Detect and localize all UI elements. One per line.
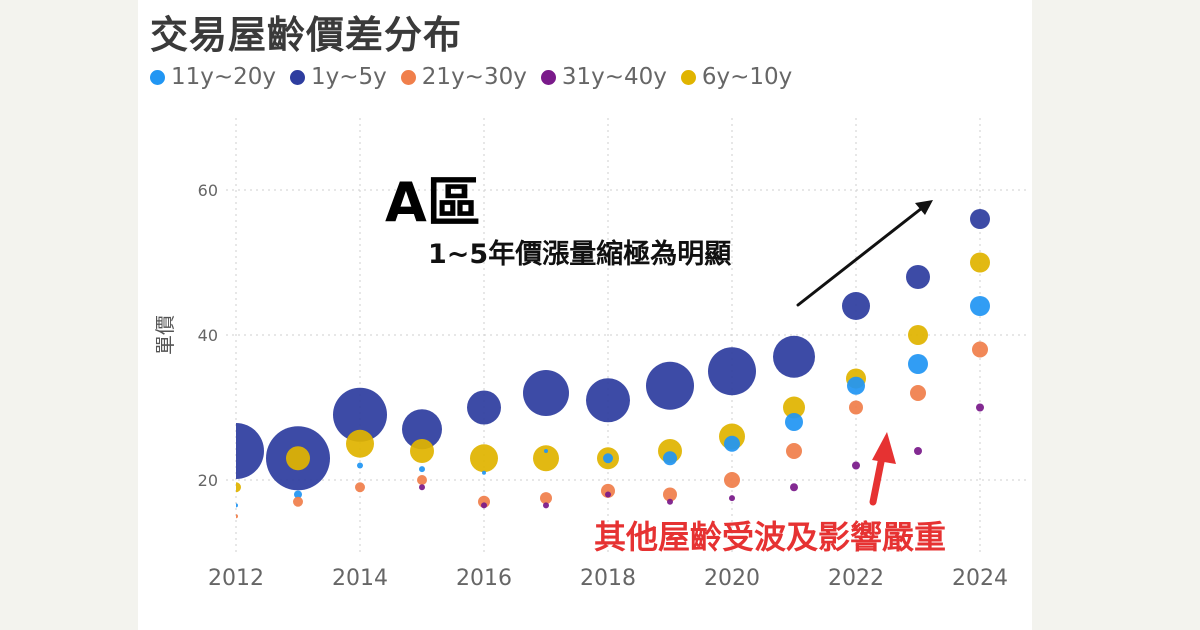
arrow-black-icon	[796, 206, 924, 307]
arrowhead-black-icon	[915, 200, 933, 215]
legend-item[interactable]: 1y~5y	[290, 64, 387, 90]
chart-panel	[138, 0, 1032, 630]
data-point	[294, 490, 302, 499]
data-point	[603, 453, 613, 464]
x-tick-label: 2012	[208, 566, 264, 591]
data-point	[236, 514, 238, 519]
data-point	[533, 445, 559, 472]
data-point	[773, 335, 815, 378]
data-point	[663, 451, 677, 466]
y-axis-label: 單價	[153, 315, 177, 355]
data-point	[586, 378, 630, 423]
y-tick-label: 60	[198, 181, 218, 200]
data-point	[786, 443, 802, 459]
legend-label: 1y~5y	[311, 64, 387, 90]
data-point	[914, 447, 922, 455]
data-point	[410, 439, 434, 463]
annotation-area-label: A區	[385, 171, 481, 234]
data-point	[972, 341, 988, 358]
bubble-layer	[236, 209, 990, 519]
data-point	[236, 423, 264, 479]
data-point	[724, 472, 740, 488]
data-point	[785, 413, 803, 431]
data-point	[417, 475, 427, 485]
data-point	[357, 462, 363, 469]
legend-swatch	[540, 69, 556, 85]
data-point	[402, 409, 442, 450]
data-point	[729, 495, 735, 502]
data-point	[790, 483, 798, 492]
data-point	[478, 495, 490, 508]
x-tick-label: 2020	[704, 566, 760, 591]
data-point	[667, 498, 673, 505]
legend-swatch	[150, 69, 165, 85]
legend-label: 11y~20y	[171, 64, 277, 90]
data-point	[601, 483, 615, 498]
y-tick-label: 20	[198, 471, 218, 490]
data-point	[906, 265, 930, 289]
x-tick-label: 2018	[580, 566, 636, 591]
data-point	[976, 403, 984, 412]
legend-label: 21y~30y	[421, 64, 527, 90]
data-point	[852, 461, 860, 470]
data-point	[708, 347, 756, 396]
data-point	[847, 376, 865, 395]
legend-label: 31y~40y	[561, 64, 667, 90]
data-point	[293, 496, 303, 507]
data-point	[419, 466, 425, 473]
data-point	[346, 429, 374, 458]
legend-item[interactable]: 21y~30y	[400, 64, 527, 90]
data-point	[333, 387, 387, 442]
legend-swatch	[400, 69, 416, 85]
legend-swatch	[290, 69, 306, 85]
data-point	[908, 325, 928, 345]
data-point	[605, 491, 611, 498]
data-point	[544, 449, 548, 453]
annotation-top-note: 1~5年價漲量縮極為明顯	[428, 239, 732, 270]
data-point	[481, 502, 487, 509]
arrowhead-red-icon	[872, 432, 896, 464]
x-tick-label: 2016	[456, 566, 512, 591]
data-point	[970, 296, 990, 316]
data-point	[467, 390, 501, 425]
data-point	[663, 487, 677, 502]
data-point	[236, 482, 241, 493]
data-point	[908, 354, 928, 374]
data-point	[355, 482, 365, 493]
data-point	[970, 209, 990, 229]
legend-swatch	[680, 69, 696, 85]
data-point	[419, 484, 425, 491]
data-point	[910, 385, 926, 401]
annotation-bottom-note: 其他屋齡受波及影響嚴重	[594, 518, 947, 556]
y-tick-label: 40	[198, 326, 218, 345]
data-point	[286, 446, 310, 471]
data-point	[540, 492, 552, 505]
legend[interactable]: 11y~20y 1y~5y 21y~30y 31y~40y 6y~10y	[150, 62, 792, 92]
data-point	[543, 502, 549, 509]
data-point	[842, 292, 870, 320]
x-tick-label: 2022	[828, 566, 884, 591]
x-tick-label: 2024	[952, 566, 1008, 591]
data-point	[970, 252, 990, 273]
data-point	[849, 400, 863, 415]
data-point	[236, 503, 238, 508]
legend-item[interactable]: 6y~10y	[680, 64, 793, 90]
data-point	[482, 470, 486, 475]
data-point	[523, 370, 569, 416]
x-tick-label: 2014	[332, 566, 388, 591]
chart-title: 交易屋齡價差分布	[150, 13, 463, 57]
data-point	[783, 396, 805, 419]
data-point	[646, 361, 694, 410]
data-point	[470, 444, 498, 473]
legend-item[interactable]: 31y~40y	[540, 64, 667, 90]
data-point	[724, 435, 740, 452]
legend-item[interactable]: 11y~20y	[150, 64, 276, 90]
legend-label: 6y~10y	[701, 64, 793, 90]
